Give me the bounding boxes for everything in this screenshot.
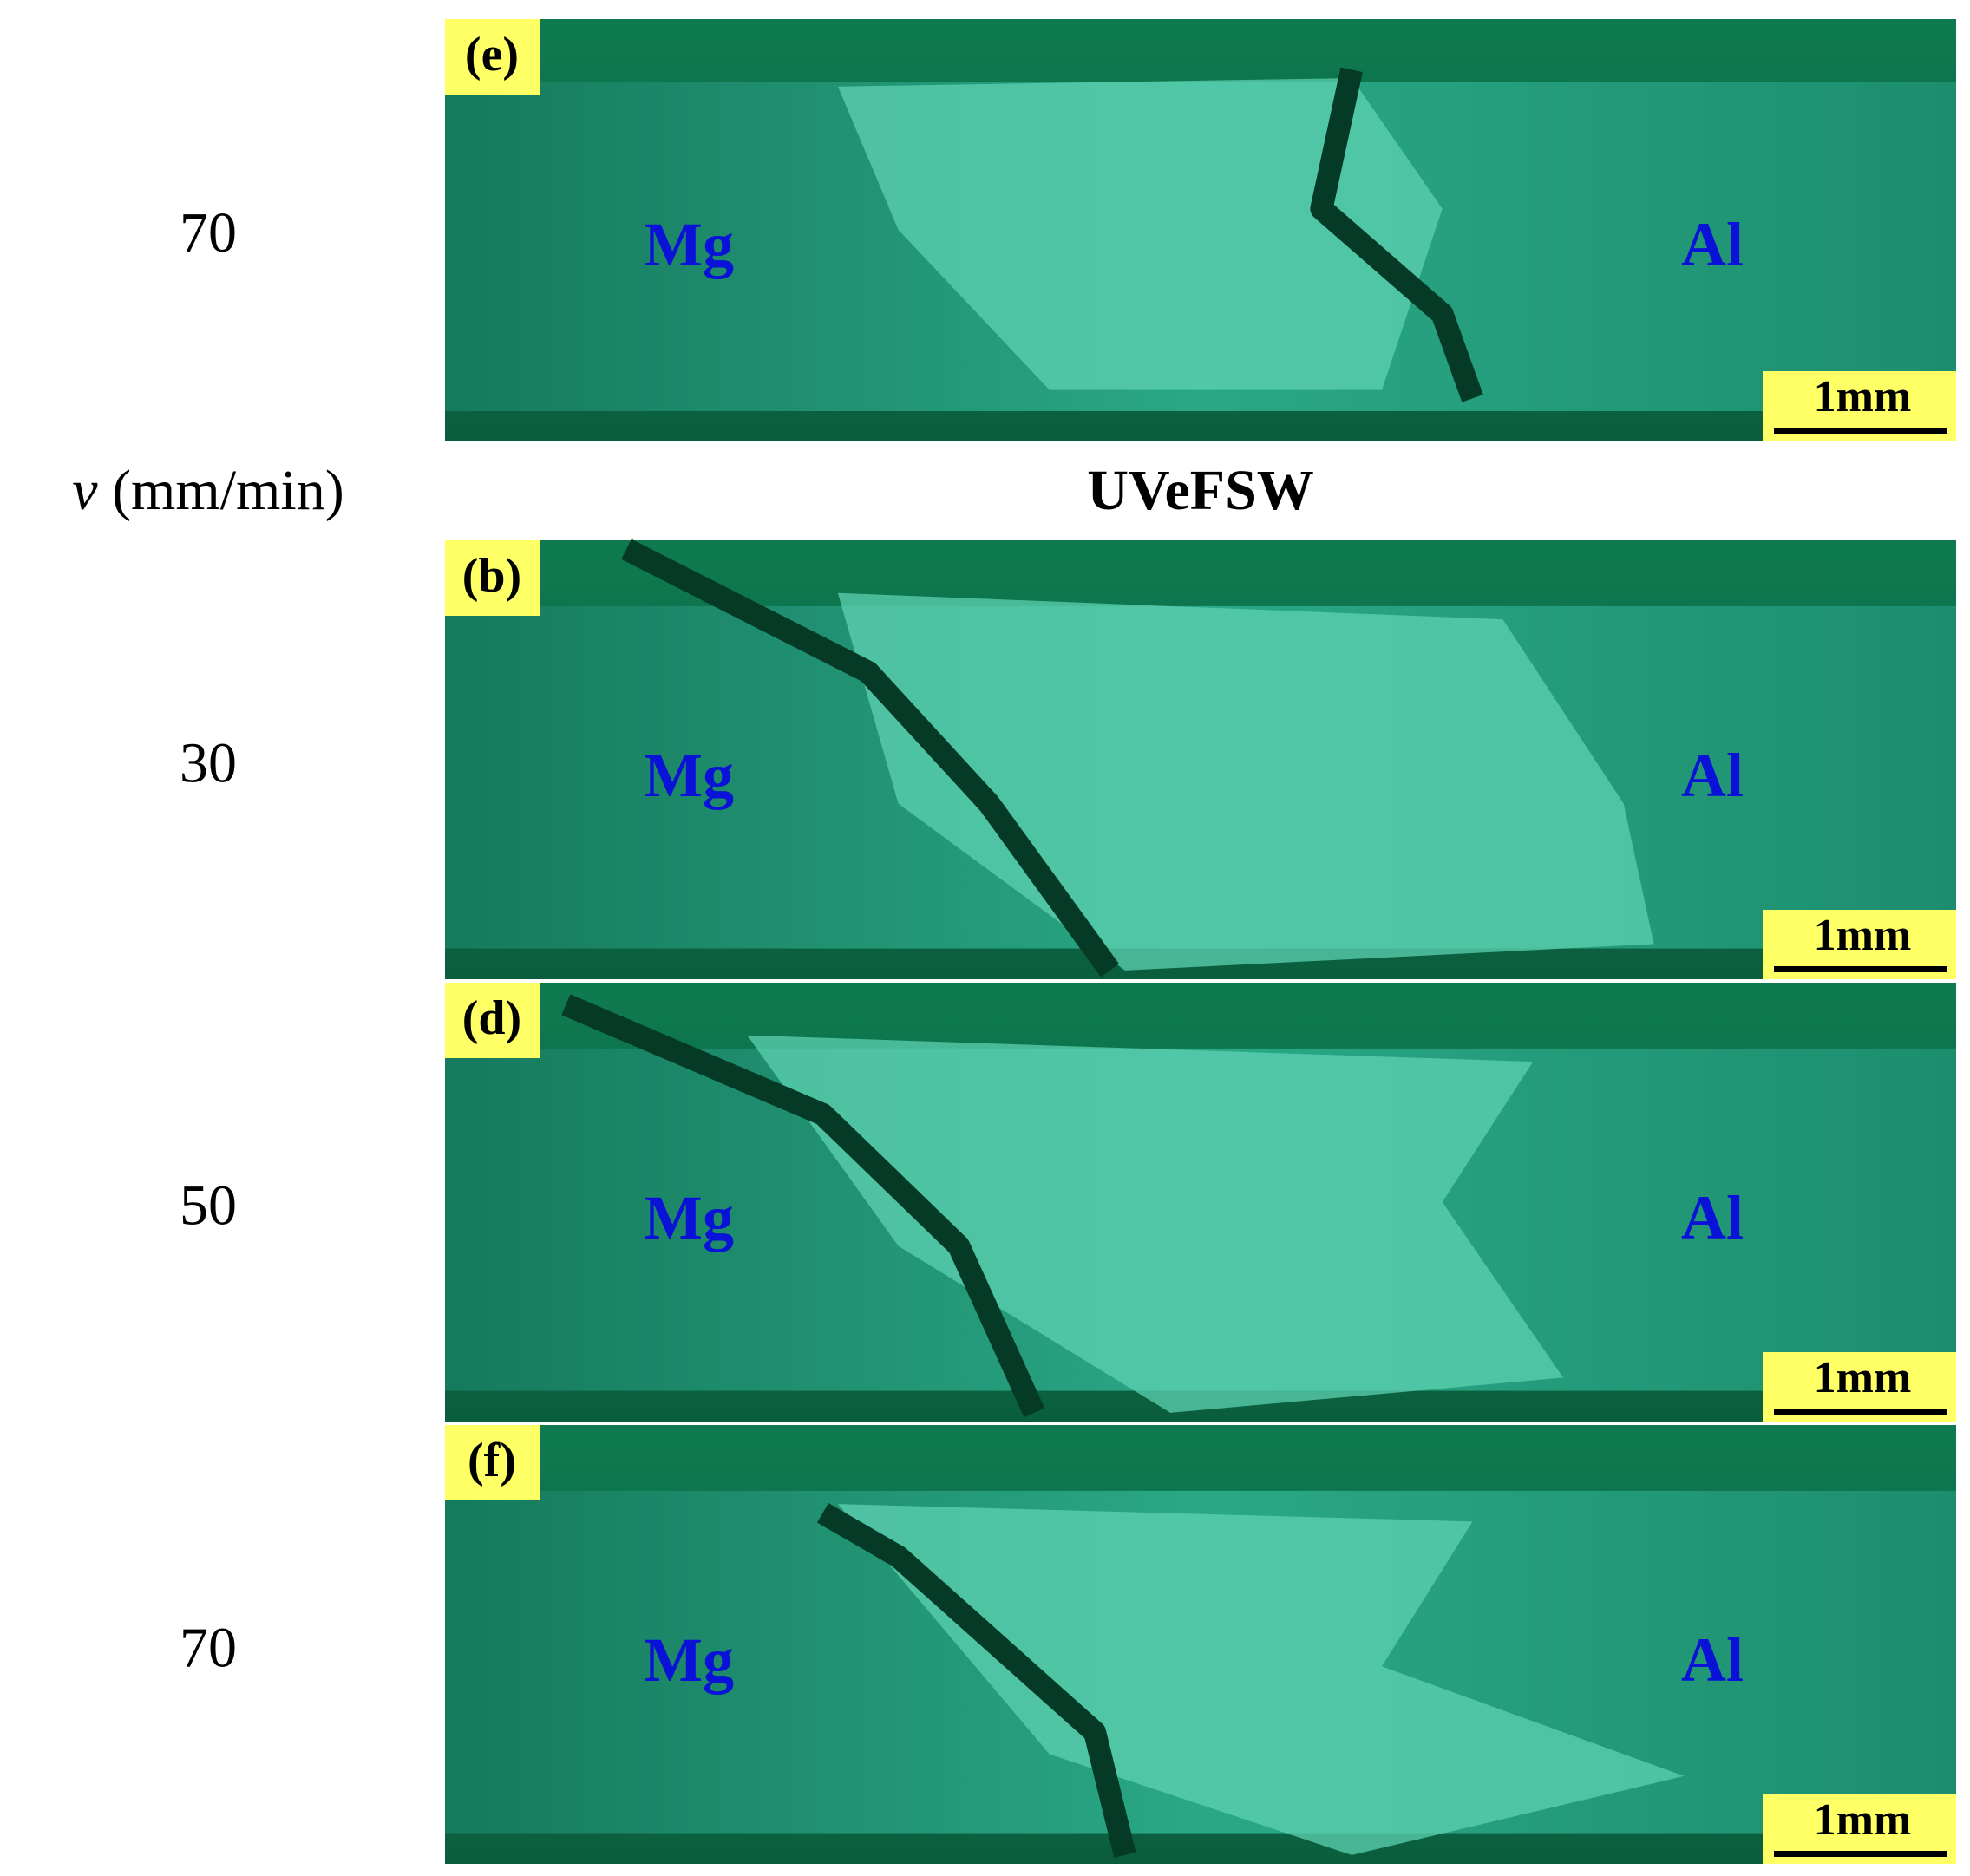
stir-zone — [837, 78, 1443, 390]
crack — [1310, 67, 1483, 402]
micrograph-panel: (b) Mg Al 1mm — [445, 539, 1956, 979]
row-value: 70 — [180, 1616, 237, 1679]
panel-label-box — [445, 983, 540, 1058]
panel-label: (e) — [465, 28, 519, 82]
crack — [621, 539, 1120, 977]
scale-bar — [1774, 1851, 1947, 1857]
scale-bar — [1774, 428, 1947, 434]
crack — [561, 994, 1045, 1418]
material-label: Mg — [644, 210, 734, 279]
panel-label-box — [445, 19, 540, 95]
micrograph-panel: (d) Mg Al 1mm — [445, 983, 1956, 1422]
scale-bar-label: 1mm — [1814, 372, 1912, 422]
material-label: Al — [1681, 1183, 1744, 1252]
panel-label-box — [445, 540, 540, 616]
panel-label: (f) — [468, 1434, 516, 1487]
material-label: Al — [1681, 1625, 1744, 1695]
scale-bar — [1774, 966, 1947, 972]
scale-bar-label: 1mm — [1814, 911, 1912, 960]
material-label: Al — [1681, 210, 1744, 279]
micrograph-panel: (f) Mg Al 1mm — [445, 1425, 1956, 1864]
panel-label-box — [445, 1425, 540, 1500]
row-value: 70 — [180, 201, 237, 265]
material-label: Mg — [644, 1183, 734, 1252]
scale-bar — [1774, 1409, 1947, 1415]
material-label: Al — [1681, 741, 1744, 810]
stir-zone — [837, 1504, 1685, 1855]
row-value: 30 — [180, 731, 237, 794]
crack — [816, 1502, 1136, 1858]
material-label: Mg — [644, 741, 734, 810]
micrograph-panel: (e) Mg Al 1mm — [445, 19, 1956, 441]
panel-label: (b) — [462, 549, 521, 603]
axis-title: v (mm/min) — [72, 459, 344, 522]
process-title: UVeFSW — [1087, 459, 1314, 522]
material-label: Mg — [644, 1625, 734, 1695]
row-value: 50 — [180, 1173, 237, 1237]
axis-symbol: v — [72, 459, 98, 522]
scale-bar-label: 1mm — [1814, 1353, 1912, 1402]
stir-zone — [747, 1035, 1564, 1413]
panel-label: (d) — [462, 991, 521, 1045]
scale-bar-label: 1mm — [1814, 1795, 1912, 1845]
axis-unit: (mm/min) — [112, 459, 344, 522]
